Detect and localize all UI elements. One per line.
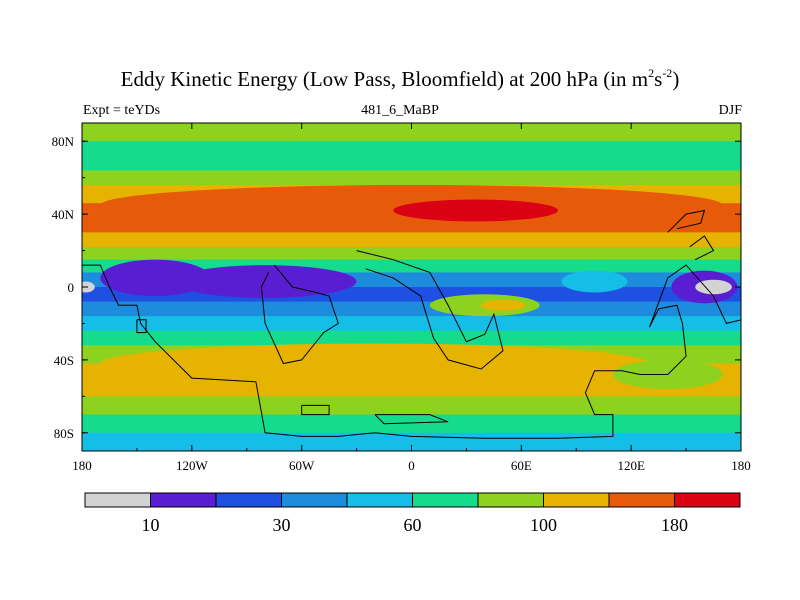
title-mid-text: s — [654, 67, 663, 91]
field-band — [82, 414, 741, 434]
field-band — [82, 123, 741, 142]
left-subtitle: Expt = teYDs — [83, 103, 161, 118]
field-band — [82, 301, 741, 317]
coastline — [301, 404, 330, 416]
colorbar-box — [215, 492, 282, 508]
colorbar-label: 180 — [661, 515, 688, 535]
x-tick-label: 0 — [408, 458, 415, 473]
colorbar-label: 100 — [530, 515, 557, 535]
colorbar-label: 30 — [273, 515, 291, 535]
colorbar-box — [543, 492, 610, 508]
y-tick-label: 40N — [52, 207, 75, 222]
x-tick-label: 60E — [511, 458, 532, 473]
field-band — [82, 330, 741, 346]
title-main-text: Eddy Kinetic Energy (Low Pass, Bloomfiel… — [120, 67, 649, 91]
field-band — [82, 232, 741, 248]
coastline — [82, 264, 741, 439]
field-feature — [173, 265, 357, 298]
coastline — [260, 264, 339, 365]
field-band — [82, 141, 741, 157]
field-layer — [82, 123, 741, 451]
field-band — [82, 155, 741, 171]
colorbar-label: 60 — [404, 515, 422, 535]
field-band — [82, 246, 741, 261]
field-feature — [100, 343, 650, 384]
field-band — [82, 170, 741, 186]
y-tick-label: 80N — [52, 134, 75, 149]
field-feature — [393, 199, 558, 222]
field-band — [82, 381, 741, 397]
colorbar-box — [674, 492, 741, 508]
y-tick-label: 80S — [54, 426, 74, 441]
colorbar-box — [281, 492, 348, 508]
colorbar-label: 10 — [142, 515, 160, 535]
field-feature — [561, 270, 628, 293]
colorbar: 10 30 60 100 180 — [84, 492, 741, 535]
right-subtitle: DJF — [718, 103, 742, 118]
x-tick-label: 180 — [731, 458, 751, 473]
coastline — [667, 209, 706, 233]
y-tick-label: 0 — [68, 280, 75, 295]
field-feature — [695, 279, 732, 295]
chart-title: Eddy Kinetic Energy (Low Pass, Bloomfiel… — [0, 66, 800, 92]
axis-layer: 180 120W 60W 0 60E 120E 180 80N 40N 0 40S 80S — [52, 123, 751, 473]
x-tick-label: 120W — [176, 458, 209, 473]
field-feature — [481, 299, 525, 311]
title-superscript-2: -2 — [662, 66, 673, 80]
x-tick-label: 120E — [617, 458, 645, 473]
coastline — [136, 319, 147, 334]
coastline-layer — [82, 209, 741, 439]
colorbar-box — [84, 492, 151, 508]
field-band — [82, 396, 741, 416]
colorbar-box — [608, 492, 675, 508]
x-tick-label: 60W — [289, 458, 315, 473]
colorbar-box — [346, 492, 413, 508]
title-superscript-1: 2 — [648, 66, 655, 80]
colorbar-box — [477, 492, 544, 508]
coastline — [356, 250, 504, 370]
coastline — [689, 235, 715, 261]
title-end-text: ) — [672, 67, 680, 91]
center-subtitle: 481_6_MaBP — [361, 103, 439, 118]
colorbar-box — [412, 492, 479, 508]
x-tick-label: 180 — [72, 458, 92, 473]
field-band — [82, 316, 741, 332]
coastline — [374, 414, 449, 425]
colorbar-box — [150, 492, 217, 508]
y-tick-label: 40S — [54, 353, 74, 368]
field-feature — [82, 281, 95, 293]
